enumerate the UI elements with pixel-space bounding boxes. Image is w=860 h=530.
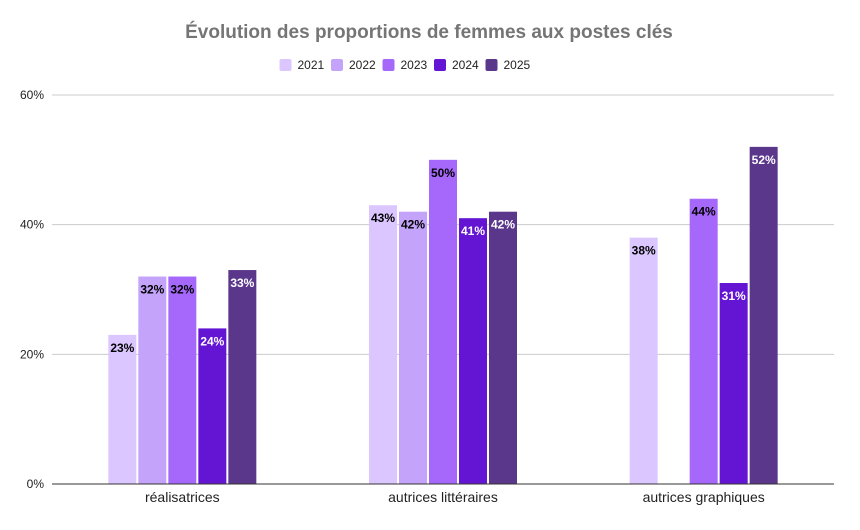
legend-swatch bbox=[434, 59, 446, 71]
bar-2024-0 bbox=[198, 328, 227, 484]
data-labels: 23% 32% 32% 24% 33% 43% 42% 50% 41% 42% 38% 44% 31% 5… bbox=[110, 153, 776, 355]
data-label: 42% bbox=[401, 218, 425, 232]
data-label: 50% bbox=[431, 166, 455, 180]
data-label: 42% bbox=[491, 218, 515, 232]
bar-2021-2 bbox=[629, 237, 658, 484]
data-label: 32% bbox=[170, 283, 194, 297]
y-tick-label: 40% bbox=[20, 218, 44, 232]
x-category-label: autrices graphiques bbox=[643, 489, 765, 505]
legend-swatch bbox=[279, 59, 292, 71]
y-axis: 0% 20% 40% 60% bbox=[20, 88, 44, 491]
bar-2023-0 bbox=[168, 276, 197, 484]
y-tick-label: 0% bbox=[27, 477, 45, 491]
y-tick-label: 60% bbox=[20, 88, 44, 102]
bar-2021-0 bbox=[108, 334, 137, 484]
data-label: 33% bbox=[230, 276, 254, 290]
chart-title: Évolution des proportions de femmes aux … bbox=[185, 21, 673, 43]
legend-item-2024: 2024 bbox=[434, 58, 479, 72]
bar-2021-1 bbox=[369, 205, 397, 484]
data-label: 38% bbox=[632, 244, 656, 258]
data-label: 43% bbox=[371, 211, 395, 225]
legend-item-2025: 2025 bbox=[485, 58, 531, 72]
bar-2025-0 bbox=[228, 270, 257, 484]
legend: 2021 2022 2023 2024 2025 bbox=[279, 58, 531, 72]
bar-2022-1 bbox=[399, 211, 427, 484]
legend-item-2021: 2021 bbox=[279, 58, 325, 72]
data-label: 31% bbox=[722, 289, 746, 303]
legend-label: 2024 bbox=[452, 58, 479, 72]
bar-2025-2 bbox=[749, 146, 778, 484]
bar-2023-1 bbox=[429, 159, 457, 485]
legend-item-2022: 2022 bbox=[331, 58, 376, 72]
data-label: 23% bbox=[110, 341, 134, 355]
x-axis: réalisatrices autrices littéraires autrice… bbox=[52, 483, 834, 505]
data-label: 41% bbox=[461, 224, 485, 238]
bar-2024-2 bbox=[719, 283, 748, 484]
data-label: 32% bbox=[140, 283, 164, 297]
x-category-label: autrices littéraires bbox=[388, 489, 498, 505]
y-tick-label: 20% bbox=[20, 347, 44, 361]
data-label: 44% bbox=[692, 205, 716, 219]
bar-2022-0 bbox=[138, 276, 167, 484]
bar-2025-1 bbox=[489, 211, 517, 484]
legend-swatch bbox=[331, 59, 343, 71]
legend-label: 2025 bbox=[504, 58, 531, 72]
bars bbox=[108, 146, 778, 485]
x-category-label: réalisatrices bbox=[145, 489, 220, 505]
bar-2024-1 bbox=[459, 218, 487, 484]
legend-label: 2022 bbox=[349, 58, 376, 72]
legend-label: 2021 bbox=[298, 58, 325, 72]
bar-2023-2 bbox=[689, 198, 718, 484]
legend-item-2023: 2023 bbox=[382, 58, 428, 72]
legend-label: 2023 bbox=[401, 58, 428, 72]
data-label: 52% bbox=[752, 153, 776, 167]
legend-swatch bbox=[485, 59, 498, 71]
data-label: 24% bbox=[200, 334, 224, 348]
legend-swatch bbox=[382, 59, 395, 71]
